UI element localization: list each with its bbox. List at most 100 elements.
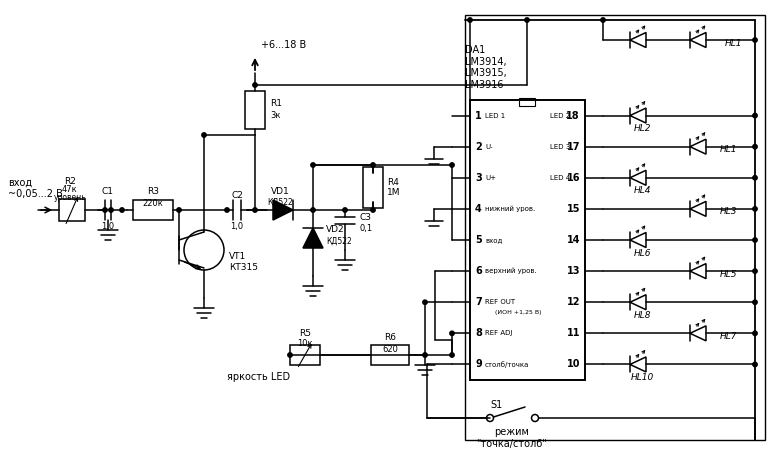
Text: HL1: HL1: [725, 38, 743, 48]
Text: VT1
КТ315: VT1 КТ315: [229, 252, 258, 272]
Circle shape: [253, 83, 257, 87]
Text: столб/точка: столб/точка: [485, 361, 529, 368]
Text: DA1
LM3914,
LM3915,
LM3916: DA1 LM3914, LM3915, LM3916: [465, 45, 507, 90]
Text: 18: 18: [566, 110, 580, 120]
Text: КД522: КД522: [267, 197, 293, 207]
Circle shape: [525, 18, 529, 22]
Text: HL6: HL6: [634, 249, 650, 257]
Text: C1: C1: [102, 187, 114, 196]
Text: HL2: HL2: [634, 124, 650, 133]
Text: LED 1: LED 1: [485, 113, 505, 119]
Circle shape: [423, 353, 427, 357]
Text: 15: 15: [567, 204, 580, 214]
Text: КД522: КД522: [326, 236, 352, 245]
Text: 1,0: 1,0: [230, 223, 243, 231]
Text: VD2: VD2: [326, 225, 345, 234]
Text: REF OUT: REF OUT: [485, 299, 515, 305]
Text: S1: S1: [490, 400, 502, 410]
Text: HL10: HL10: [631, 373, 654, 382]
Text: HL4: HL4: [634, 186, 650, 195]
Text: R3: R3: [147, 187, 159, 196]
Text: VD1: VD1: [270, 187, 290, 196]
Text: C2: C2: [231, 191, 243, 200]
Circle shape: [753, 207, 757, 211]
Text: REF ADJ: REF ADJ: [485, 330, 512, 336]
Text: 9: 9: [475, 360, 482, 370]
Circle shape: [423, 300, 427, 305]
Circle shape: [343, 208, 347, 212]
Text: 11: 11: [567, 328, 580, 338]
Text: HL8: HL8: [634, 311, 650, 320]
Circle shape: [753, 175, 757, 180]
Bar: [133, 200, 173, 220]
Text: уровень: уровень: [54, 193, 86, 202]
Circle shape: [468, 18, 472, 22]
Text: 5: 5: [475, 235, 482, 245]
Circle shape: [288, 353, 292, 357]
Circle shape: [120, 208, 124, 212]
Circle shape: [311, 163, 315, 167]
Circle shape: [753, 144, 757, 149]
Text: R6: R6: [384, 333, 396, 343]
Circle shape: [202, 133, 206, 137]
Text: 2: 2: [475, 142, 482, 152]
Circle shape: [371, 163, 376, 167]
Text: HL3: HL3: [720, 207, 737, 216]
Text: 8: 8: [475, 328, 482, 338]
Text: 16: 16: [567, 173, 580, 183]
Circle shape: [450, 353, 454, 357]
Text: 10: 10: [567, 360, 580, 370]
Circle shape: [753, 331, 757, 336]
Text: LED 3: LED 3: [550, 144, 570, 150]
Text: 1,0: 1,0: [101, 223, 114, 231]
Text: вход
~0,05...2 В: вход ~0,05...2 В: [8, 177, 63, 199]
Text: 47к: 47к: [62, 185, 78, 195]
Text: U+: U+: [485, 175, 496, 181]
Bar: [519, 98, 535, 106]
Text: R2: R2: [64, 178, 76, 186]
Text: HL5: HL5: [720, 270, 737, 278]
Text: 7: 7: [475, 297, 482, 307]
Circle shape: [753, 362, 757, 367]
Circle shape: [753, 300, 757, 305]
Text: 620: 620: [382, 344, 398, 354]
Bar: [371, 345, 409, 365]
Circle shape: [109, 208, 113, 212]
Text: LED 2: LED 2: [550, 113, 570, 119]
Polygon shape: [303, 228, 323, 248]
Text: 17: 17: [567, 142, 580, 152]
Text: C3: C3: [359, 213, 371, 222]
Circle shape: [371, 208, 376, 212]
Circle shape: [753, 238, 757, 242]
Circle shape: [103, 208, 108, 212]
Circle shape: [753, 114, 757, 118]
Text: 4: 4: [475, 204, 482, 214]
Circle shape: [253, 208, 257, 212]
Text: режим
"точка/столб": режим "точка/столб": [477, 427, 548, 449]
Circle shape: [450, 331, 454, 336]
Text: 3: 3: [475, 173, 482, 183]
Text: 0,1: 0,1: [359, 224, 372, 233]
Text: вход: вход: [485, 237, 502, 243]
Text: R1: R1: [270, 99, 282, 109]
Bar: [59, 199, 85, 221]
Bar: [465, 15, 765, 440]
Text: 6: 6: [475, 266, 482, 276]
Bar: [363, 167, 383, 208]
Text: +6...18 В: +6...18 В: [261, 40, 306, 50]
Text: LED 4: LED 4: [550, 175, 570, 181]
Circle shape: [753, 269, 757, 273]
Text: 220к: 220к: [143, 198, 164, 207]
Text: нижний уров.: нижний уров.: [485, 206, 535, 212]
Circle shape: [753, 38, 757, 42]
Text: 12: 12: [567, 297, 580, 307]
Text: 1: 1: [475, 110, 482, 120]
Text: R5: R5: [299, 328, 311, 338]
Bar: [290, 345, 320, 365]
Text: 10к: 10к: [297, 338, 313, 348]
Circle shape: [601, 18, 605, 22]
Circle shape: [225, 208, 229, 212]
Text: U-: U-: [485, 144, 492, 150]
Text: 14: 14: [567, 235, 580, 245]
Bar: [245, 91, 265, 129]
